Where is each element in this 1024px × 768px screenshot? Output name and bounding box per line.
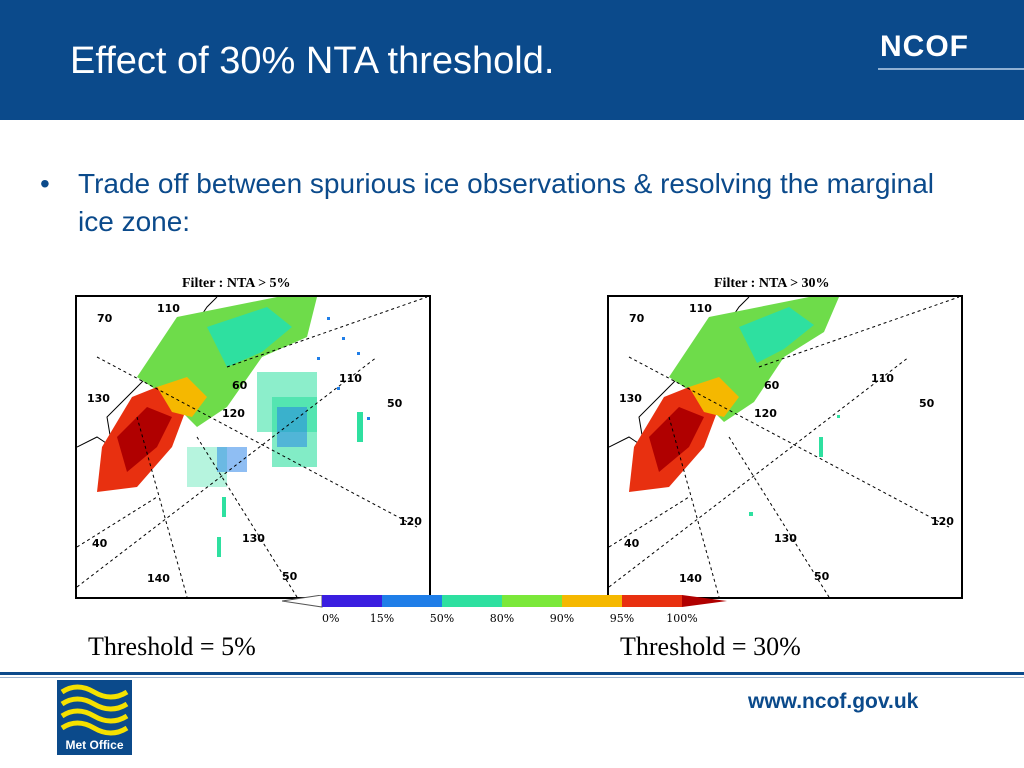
ice-map-30: 70 110 130 60 120 110 50 130 120 40 140 … bbox=[607, 295, 963, 599]
map-label: 120 bbox=[931, 515, 954, 528]
colorbar-segment bbox=[562, 595, 622, 607]
map-label: 60 bbox=[764, 379, 780, 392]
slide-title: Effect of 30% NTA threshold. bbox=[70, 40, 555, 82]
map-label: 40 bbox=[624, 537, 640, 550]
map-label: 70 bbox=[97, 312, 113, 325]
colorbar-label: 95% bbox=[610, 612, 634, 625]
met-office-label: Met Office bbox=[65, 738, 124, 752]
colorbar-segment bbox=[442, 595, 502, 607]
map-label: 110 bbox=[689, 302, 712, 315]
map-label: 50 bbox=[919, 397, 935, 410]
colorbar: 0% 15% 50% 80% 90% 95% 100% bbox=[281, 594, 727, 629]
map-label: 120 bbox=[754, 407, 777, 420]
panel-title-30: Filter : NTA > 30% bbox=[714, 276, 830, 291]
bullet-symbol: • bbox=[40, 168, 50, 199]
map-label: 70 bbox=[629, 312, 645, 325]
map-label: 110 bbox=[871, 372, 894, 385]
map-label: 130 bbox=[619, 392, 642, 405]
map-label: 40 bbox=[92, 537, 108, 550]
caption-threshold-5: Threshold = 5% bbox=[88, 632, 256, 661]
ice-map-5-graphic: 70 110 130 60 120 110 50 130 120 40 140 … bbox=[77, 297, 428, 597]
map-label: 110 bbox=[339, 372, 362, 385]
map-label: 50 bbox=[282, 570, 298, 583]
met-office-logo: Met Office bbox=[57, 680, 132, 755]
map-label: 120 bbox=[399, 515, 422, 528]
map-label: 140 bbox=[147, 572, 170, 585]
map-label: 140 bbox=[679, 572, 702, 585]
colorbar-segment bbox=[502, 595, 562, 607]
colorbar-segment bbox=[382, 595, 442, 607]
map-label: 50 bbox=[387, 397, 403, 410]
colorbar-label: 15% bbox=[370, 612, 394, 625]
logo-underline bbox=[878, 68, 1024, 70]
map-label: 130 bbox=[87, 392, 110, 405]
map-label: 60 bbox=[232, 379, 248, 392]
met-office-waves-icon bbox=[60, 684, 129, 736]
ncof-logo: NCOF bbox=[880, 30, 969, 63]
colorbar-label: 80% bbox=[490, 612, 514, 625]
footer-url-link[interactable]: www.ncof.gov.uk bbox=[748, 690, 919, 713]
bullet-text: Trade off between spurious ice observati… bbox=[78, 168, 935, 237]
colorbar-label: 90% bbox=[550, 612, 574, 625]
map-label: 110 bbox=[157, 302, 180, 315]
colorbar-graphic: 0% 15% 50% 80% 90% 95% 100% bbox=[281, 594, 727, 625]
map-label: 130 bbox=[242, 532, 265, 545]
colorbar-segment bbox=[622, 595, 682, 607]
colorbar-segment bbox=[322, 595, 382, 607]
map-label: 130 bbox=[774, 532, 797, 545]
map-label: 50 bbox=[814, 570, 830, 583]
colorbar-label: 100% bbox=[666, 612, 697, 625]
footer-rule-thin bbox=[0, 677, 1024, 678]
header-bar: Effect of 30% NTA threshold. NCOF bbox=[0, 0, 1024, 120]
ice-map-30-graphic: 70 110 130 60 120 110 50 130 120 40 140 … bbox=[609, 297, 960, 597]
caption-threshold-30: Threshold = 30% bbox=[620, 632, 801, 661]
colorbar-label: 0% bbox=[322, 612, 339, 625]
map-label: 120 bbox=[222, 407, 245, 420]
colorbar-label: 50% bbox=[430, 612, 454, 625]
panel-title-5: Filter : NTA > 5% bbox=[182, 276, 291, 291]
ice-map-5: 70 110 130 60 120 110 50 130 120 40 140 … bbox=[75, 295, 431, 599]
footer-rule bbox=[0, 672, 1024, 675]
